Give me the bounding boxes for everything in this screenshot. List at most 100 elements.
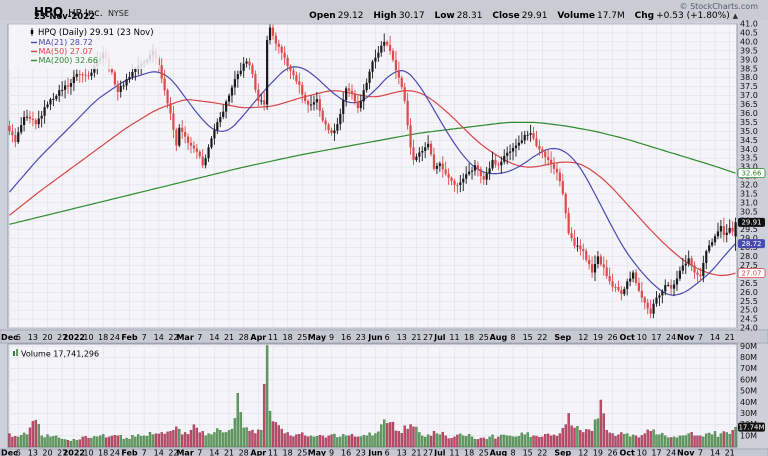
svg-text:13: 13 xyxy=(28,449,38,456)
svg-text:60M: 60M xyxy=(740,375,757,384)
svg-text:28: 28 xyxy=(239,333,249,342)
svg-text:17.74M: 17.74M xyxy=(738,424,764,432)
svg-text:38.0: 38.0 xyxy=(740,73,758,82)
svg-text:Jun: Jun xyxy=(367,333,383,342)
svg-text:32.0: 32.0 xyxy=(740,181,758,190)
svg-text:27.5: 27.5 xyxy=(740,261,758,270)
svg-text:25.0: 25.0 xyxy=(740,306,758,315)
svg-text:30M: 30M xyxy=(740,409,757,418)
volume-bars xyxy=(8,345,737,448)
svg-text:24: 24 xyxy=(666,333,676,342)
svg-text:Mar: Mar xyxy=(176,333,193,342)
volume-legend-label: Volume 17,741,296 xyxy=(21,350,99,359)
svg-text:36.0: 36.0 xyxy=(740,109,758,118)
svg-text:Apr: Apr xyxy=(250,333,266,342)
svg-text:23: 23 xyxy=(356,449,366,456)
ticker-symbol: HPQ xyxy=(34,5,64,19)
svg-text:May: May xyxy=(308,333,327,342)
svg-text:28.0: 28.0 xyxy=(740,252,758,261)
chart-legend: HPQ (Daily) 29.91 (23 Nov)MA(21) 28.72MA… xyxy=(9,25,159,69)
date-axis-strip-bottom xyxy=(0,448,768,456)
svg-text:8: 8 xyxy=(510,449,515,456)
svg-text:50M: 50M xyxy=(740,387,757,396)
svg-text:90M: 90M xyxy=(740,342,757,351)
company-name: HP Inc. xyxy=(68,8,103,19)
svg-text:Sep: Sep xyxy=(554,449,571,456)
svg-text:13: 13 xyxy=(397,449,407,456)
svg-text:26.5: 26.5 xyxy=(740,279,758,288)
svg-text:26: 26 xyxy=(607,449,617,456)
svg-text:21: 21 xyxy=(224,449,234,456)
svg-text:7: 7 xyxy=(197,449,202,456)
svg-text:6: 6 xyxy=(385,449,390,456)
svg-text:31.0: 31.0 xyxy=(740,198,758,207)
svg-text:7: 7 xyxy=(197,333,202,342)
ma50-line xyxy=(9,90,736,277)
svg-text:25: 25 xyxy=(479,333,489,342)
svg-text:24.0: 24.0 xyxy=(740,324,758,333)
svg-text:10: 10 xyxy=(637,449,647,456)
svg-text:17: 17 xyxy=(651,333,661,342)
svg-text:40M: 40M xyxy=(740,398,757,407)
svg-text:6: 6 xyxy=(16,449,21,456)
svg-text:Jul: Jul xyxy=(433,449,446,456)
svg-text:Jul: Jul xyxy=(433,333,446,342)
svg-text:Feb: Feb xyxy=(121,449,138,456)
volume-value: 17.7M xyxy=(596,11,625,21)
svg-text:25: 25 xyxy=(479,449,489,456)
svg-text:14: 14 xyxy=(710,449,720,456)
exchange-label: NYSE xyxy=(107,9,129,18)
svg-text:20: 20 xyxy=(42,449,52,456)
svg-text:19: 19 xyxy=(593,333,603,342)
svg-text:29.5: 29.5 xyxy=(740,225,758,234)
svg-text:Oct: Oct xyxy=(620,449,636,456)
svg-text:27: 27 xyxy=(423,449,433,456)
legend-ma50: MA(50) 27.07 xyxy=(39,47,93,56)
svg-text:20: 20 xyxy=(42,333,52,342)
svg-text:31.5: 31.5 xyxy=(740,189,758,198)
legend-ma200: MA(200) 32.66 xyxy=(39,56,98,65)
candles xyxy=(8,24,737,319)
volume-icon xyxy=(13,349,18,356)
svg-text:25: 25 xyxy=(297,333,307,342)
svg-text:29.91: 29.91 xyxy=(741,219,761,227)
svg-text:27: 27 xyxy=(57,333,67,342)
svg-text:12: 12 xyxy=(578,449,588,456)
svg-text:Dec: Dec xyxy=(1,333,18,342)
svg-text:14: 14 xyxy=(209,449,219,456)
svg-text:23: 23 xyxy=(356,333,366,342)
svg-text:Jun: Jun xyxy=(367,449,383,456)
svg-text:Aug: Aug xyxy=(490,449,508,456)
svg-text:15: 15 xyxy=(523,449,533,456)
svg-text:Mar: Mar xyxy=(176,449,193,456)
svg-text:26.0: 26.0 xyxy=(740,288,758,297)
svg-text:May: May xyxy=(308,449,327,456)
svg-text:19: 19 xyxy=(593,449,603,456)
svg-text:Nov: Nov xyxy=(677,333,695,342)
open-value: 29.12 xyxy=(337,11,364,21)
header-bar: HPQ HP Inc. NYSE © StockCharts.com 23-No… xyxy=(0,0,768,22)
svg-text:8: 8 xyxy=(510,333,515,342)
svg-text:Apr: Apr xyxy=(250,449,266,456)
svg-text:21: 21 xyxy=(411,449,421,456)
svg-text:6: 6 xyxy=(16,333,21,342)
svg-text:11: 11 xyxy=(268,333,278,342)
svg-text:21: 21 xyxy=(224,333,234,342)
volume-panel xyxy=(7,343,738,448)
svg-text:10: 10 xyxy=(83,333,93,342)
svg-text:22: 22 xyxy=(537,449,547,456)
legend-title: HPQ (Daily) 29.91 (23 Nov) xyxy=(38,28,154,38)
svg-text:34.0: 34.0 xyxy=(740,145,758,154)
svg-text:27: 27 xyxy=(423,333,433,342)
svg-text:38.5: 38.5 xyxy=(740,64,758,73)
close-value: 29.91 xyxy=(521,11,548,21)
svg-text:10M: 10M xyxy=(740,431,757,440)
svg-text:35.0: 35.0 xyxy=(740,127,758,136)
svg-text:12: 12 xyxy=(578,333,588,342)
svg-text:18: 18 xyxy=(98,449,108,456)
svg-text:11: 11 xyxy=(449,333,459,342)
svg-text:17: 17 xyxy=(651,449,661,456)
svg-text:Oct: Oct xyxy=(620,333,636,342)
